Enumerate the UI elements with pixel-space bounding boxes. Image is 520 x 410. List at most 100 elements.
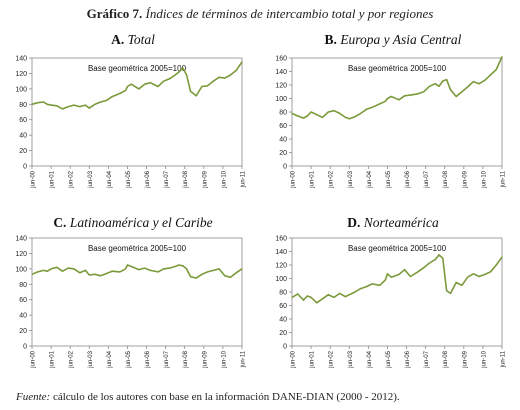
data-point xyxy=(333,296,335,298)
y-tick-label: 80 xyxy=(19,102,27,109)
data-point xyxy=(105,99,108,101)
data-point xyxy=(354,116,356,118)
data-point xyxy=(428,262,431,264)
y-tick-label: 0 xyxy=(283,344,287,351)
base-annotation: Base geométrica 2005=100 xyxy=(348,64,447,73)
x-tick-label: jun-08 xyxy=(443,170,449,188)
data-point xyxy=(119,92,121,95)
data-point xyxy=(360,112,362,114)
y-tick-label: 140 xyxy=(275,249,287,256)
data-point xyxy=(371,283,373,285)
data-point xyxy=(371,106,373,108)
y-tick-label: 20 xyxy=(19,328,27,335)
data-point xyxy=(417,93,419,95)
base-annotation: Base geométrica 2005=100 xyxy=(88,64,187,73)
data-point xyxy=(423,91,425,93)
x-tick-label: jun-11 xyxy=(241,350,247,368)
data-point xyxy=(229,74,232,76)
x-tick-label: jun-06 xyxy=(405,170,411,188)
data-point xyxy=(344,116,347,118)
x-tick-label: jun-10 xyxy=(221,350,227,368)
data-point xyxy=(428,85,431,87)
plot-frame xyxy=(291,237,503,347)
panel-name: Europa y Asia Central xyxy=(340,32,462,47)
panel-b-title: B. Europa y Asia Central xyxy=(268,32,518,48)
data-point xyxy=(174,74,176,76)
data-point xyxy=(455,95,457,98)
data-point xyxy=(360,288,362,290)
x-tick-label: jun-04 xyxy=(107,170,113,188)
data-point xyxy=(84,269,87,271)
y-tick-label: 40 xyxy=(19,133,27,140)
data-point xyxy=(37,102,39,104)
figure-title: Gráfico 7. Índices de términos de interc… xyxy=(0,6,520,22)
panel-letter: C. xyxy=(53,215,67,230)
y-tick-label: 120 xyxy=(275,83,287,90)
data-point xyxy=(409,94,411,96)
series-line xyxy=(291,56,503,120)
data-point xyxy=(348,294,350,296)
y-tick-label: 100 xyxy=(15,266,27,273)
data-point xyxy=(327,111,329,113)
x-tick-label: jun-03 xyxy=(348,350,354,368)
data-point xyxy=(163,268,165,270)
data-point xyxy=(339,292,341,294)
x-tick-label: jun-05 xyxy=(126,350,132,368)
data-point xyxy=(149,269,151,271)
data-point xyxy=(168,78,171,80)
data-point xyxy=(455,281,457,284)
data-point xyxy=(144,267,146,269)
data-point xyxy=(46,103,48,105)
data-point xyxy=(404,95,406,97)
data-point xyxy=(168,267,171,269)
x-tick-label: jun-09 xyxy=(462,170,468,188)
series-line xyxy=(31,61,243,110)
data-point xyxy=(379,103,381,105)
x-tick-label: jun-07 xyxy=(164,170,170,188)
source-text: cálculo de los autores con base en la in… xyxy=(52,391,400,403)
data-point xyxy=(130,83,132,85)
data-point xyxy=(218,76,220,78)
data-point xyxy=(100,275,102,277)
data-point xyxy=(79,272,81,274)
x-tick-label: jun-08 xyxy=(443,350,449,368)
base-annotation: Base geométrica 2005=100 xyxy=(88,244,187,253)
y-tick-label: 0 xyxy=(283,164,287,171)
data-point xyxy=(189,90,192,92)
x-tick-label: jun-01 xyxy=(310,350,316,368)
series-line xyxy=(31,264,243,279)
data-point xyxy=(124,89,127,91)
data-point xyxy=(31,103,33,105)
y-tick-label: 140 xyxy=(15,236,27,243)
data-point xyxy=(302,117,305,119)
data-point xyxy=(50,104,52,106)
data-point xyxy=(195,95,197,97)
data-point xyxy=(417,271,419,273)
y-tick-label: 100 xyxy=(275,96,287,103)
data-point xyxy=(297,115,299,117)
y-tick-label: 80 xyxy=(19,282,27,289)
data-point xyxy=(207,85,209,87)
data-point xyxy=(126,264,129,266)
x-tick-label: jun-06 xyxy=(145,170,151,188)
data-point xyxy=(186,268,188,270)
data-point xyxy=(67,106,69,108)
data-point xyxy=(398,273,400,276)
data-point xyxy=(174,265,176,268)
data-point xyxy=(446,79,448,81)
data-point xyxy=(321,116,324,118)
data-point xyxy=(495,68,497,71)
data-point xyxy=(61,108,64,110)
y-tick-label: 20 xyxy=(19,148,27,155)
data-point xyxy=(404,269,406,271)
data-point xyxy=(73,104,75,106)
data-point xyxy=(42,269,45,271)
data-point xyxy=(88,107,90,109)
data-point xyxy=(316,302,318,304)
y-tick-label: 120 xyxy=(15,71,27,78)
data-point xyxy=(79,106,81,108)
data-point xyxy=(291,296,293,298)
data-point xyxy=(449,292,452,294)
panel-letter: A. xyxy=(111,32,125,47)
data-point xyxy=(201,85,203,88)
